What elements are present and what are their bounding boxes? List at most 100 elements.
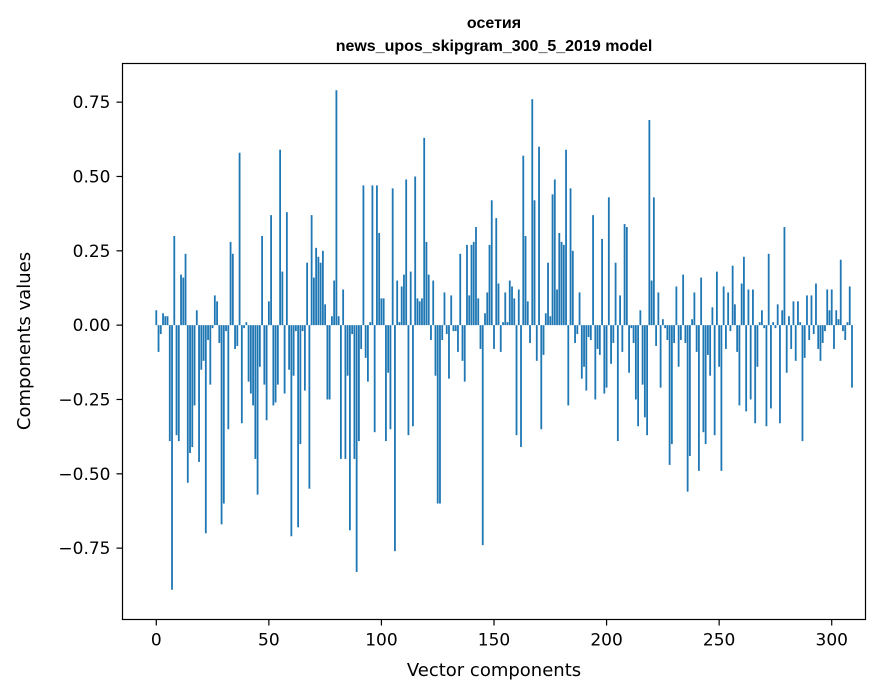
bar xyxy=(416,298,419,326)
bar xyxy=(222,325,225,504)
bar xyxy=(229,241,232,326)
bar xyxy=(673,325,676,343)
bar xyxy=(542,325,545,355)
y-tick-label: 0.50 xyxy=(73,167,111,187)
bar xyxy=(335,90,338,326)
bar xyxy=(382,298,385,326)
bar xyxy=(319,262,322,326)
bar xyxy=(328,325,331,400)
bar xyxy=(414,176,417,326)
bar xyxy=(267,301,270,326)
y-tick-label: −0.50 xyxy=(58,465,110,485)
bar xyxy=(159,325,162,335)
bar xyxy=(213,295,216,326)
bar xyxy=(535,325,538,361)
bar xyxy=(252,325,254,406)
bar xyxy=(475,227,477,326)
bar xyxy=(367,325,369,382)
bar xyxy=(236,325,239,346)
bar xyxy=(646,325,649,436)
bar xyxy=(610,325,612,364)
bar xyxy=(754,325,757,424)
bar xyxy=(806,295,808,326)
bar xyxy=(200,325,203,370)
bar xyxy=(425,241,428,326)
bar xyxy=(166,316,169,326)
bar xyxy=(358,325,360,442)
bar xyxy=(387,325,390,373)
bar xyxy=(272,325,275,406)
bar xyxy=(833,325,835,349)
bar xyxy=(466,244,468,326)
bar xyxy=(664,325,667,329)
bar xyxy=(389,325,392,430)
bar xyxy=(529,325,531,343)
bar xyxy=(621,325,624,352)
bar xyxy=(702,325,705,433)
bar xyxy=(285,212,288,326)
bar xyxy=(738,325,741,406)
bar xyxy=(339,325,342,459)
x-tick-label: 200 xyxy=(590,631,622,651)
bar xyxy=(400,286,403,326)
bar xyxy=(216,301,218,326)
bar xyxy=(596,325,599,349)
bar xyxy=(504,292,507,326)
bar xyxy=(551,194,554,326)
bar xyxy=(607,197,610,326)
bar xyxy=(709,325,712,376)
bar xyxy=(637,325,639,427)
bar xyxy=(598,325,601,355)
bar xyxy=(283,325,286,394)
bar xyxy=(274,325,277,403)
bar xyxy=(499,325,502,352)
bar xyxy=(767,253,770,326)
bar xyxy=(718,325,721,367)
bar xyxy=(605,325,608,388)
bar xyxy=(558,232,561,326)
bar xyxy=(785,325,788,373)
bar xyxy=(515,325,518,436)
bar xyxy=(803,325,806,358)
bar xyxy=(639,310,642,326)
bar xyxy=(276,325,279,385)
bar xyxy=(731,265,734,326)
bar xyxy=(553,179,556,326)
bar xyxy=(418,301,421,326)
x-tick-label: 100 xyxy=(365,631,397,651)
bar xyxy=(459,253,462,326)
bar xyxy=(450,295,453,326)
bar xyxy=(587,325,590,338)
bar xyxy=(337,316,340,326)
bar xyxy=(580,325,583,379)
bar xyxy=(378,232,381,326)
x-tick-label: 0 xyxy=(151,631,162,651)
chart-subtitle: news_upos_skipgram_300_5_2019 model xyxy=(336,38,653,55)
bar xyxy=(157,325,160,352)
bar xyxy=(290,325,293,537)
bar xyxy=(531,99,534,326)
bar xyxy=(301,325,304,332)
bar xyxy=(846,322,849,326)
bar xyxy=(162,313,164,326)
bar xyxy=(684,325,687,343)
bar xyxy=(164,316,167,326)
bar xyxy=(321,250,324,326)
bar xyxy=(360,325,363,349)
bar xyxy=(432,280,435,326)
bar xyxy=(373,325,376,433)
bar xyxy=(394,325,396,552)
bar xyxy=(797,301,799,326)
bar xyxy=(682,274,685,326)
bar xyxy=(844,325,847,341)
bar xyxy=(776,304,779,326)
bar xyxy=(749,325,752,400)
bar xyxy=(630,325,633,329)
bar xyxy=(715,271,718,326)
bar xyxy=(774,325,777,329)
bar xyxy=(522,155,525,326)
bar xyxy=(747,289,750,326)
bar xyxy=(842,325,844,332)
bar xyxy=(758,322,761,326)
bar xyxy=(306,262,309,326)
